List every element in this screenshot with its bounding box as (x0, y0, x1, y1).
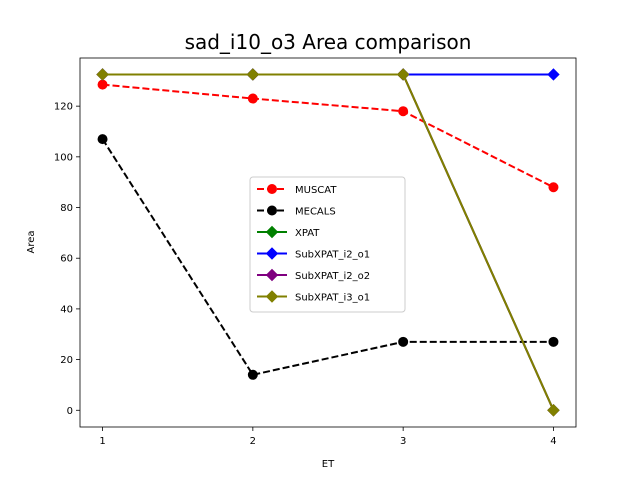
legend-label: MECALS (295, 207, 336, 218)
legend-label: SubXPAT_i2_o1 (295, 250, 370, 261)
legend-marker (265, 247, 279, 260)
legend-label: MUSCAT (295, 185, 337, 196)
data-point (247, 369, 258, 380)
data-point (548, 336, 559, 347)
series-subxpat-i3-o1 (96, 68, 560, 417)
y-axis-label: Area (26, 230, 37, 253)
legend-marker (267, 205, 277, 216)
legend-item: SubXPAT_i2_o2 (257, 268, 370, 282)
x-axis-label: ET (322, 459, 335, 470)
legend-label: XPAT (295, 228, 320, 239)
x-tick-label: 4 (550, 436, 556, 447)
legend-label: SubXPAT_i3_o1 (295, 293, 370, 304)
legend-item: SubXPAT_i2_o1 (257, 247, 370, 261)
x-axis: 1 2 3 4 (99, 427, 557, 447)
legend: MUSCAT MECALS XPAT SubXPAT_i2_o1 SubXPAT_i2_… (249, 176, 406, 313)
data-point (96, 68, 109, 81)
y-tick-label: 120 (54, 102, 73, 113)
legend-item: SubXPAT_i3_o1 (257, 290, 370, 304)
axes-frame (79, 57, 577, 428)
series-line (101, 138, 554, 376)
legend-item: MECALS (257, 205, 336, 218)
y-tick-label: 0 (67, 406, 73, 417)
chart-title: sad_i10_o3 Area comparison (185, 30, 472, 54)
legend-item: MUSCAT (257, 184, 337, 196)
series-line (102, 83, 554, 189)
data-point (398, 336, 409, 347)
data-point (547, 404, 560, 417)
data-point (97, 79, 108, 90)
legend-marker (265, 268, 279, 282)
series-line (102, 73, 555, 411)
data-point (396, 68, 410, 81)
legend-marker (265, 225, 279, 239)
x-tick-label: 2 (250, 436, 256, 447)
legend-marker (265, 290, 279, 303)
y-tick-label: 20 (60, 355, 73, 366)
series-muscat (97, 79, 559, 193)
x-tick-label: 1 (99, 436, 105, 447)
y-tick-label: 40 (60, 304, 73, 315)
data-point (247, 93, 258, 104)
y-tick-label: 100 (54, 152, 73, 163)
x-tick-label: 3 (400, 436, 406, 447)
plot-area (96, 68, 560, 417)
data-point (398, 106, 409, 117)
legend-box (249, 176, 406, 313)
data-point (548, 182, 559, 193)
y-tick-label: 80 (60, 203, 73, 214)
series-mecals (97, 134, 559, 380)
legend-label: SubXPAT_i2_o2 (295, 271, 370, 282)
legend-item: XPAT (257, 225, 320, 239)
data-point (246, 68, 260, 81)
y-axis: 0 20 40 60 80 100 120 (54, 102, 80, 417)
y-tick-label: 60 (60, 254, 73, 265)
data-point (97, 134, 108, 145)
legend-marker (267, 184, 277, 194)
data-point (547, 68, 560, 81)
